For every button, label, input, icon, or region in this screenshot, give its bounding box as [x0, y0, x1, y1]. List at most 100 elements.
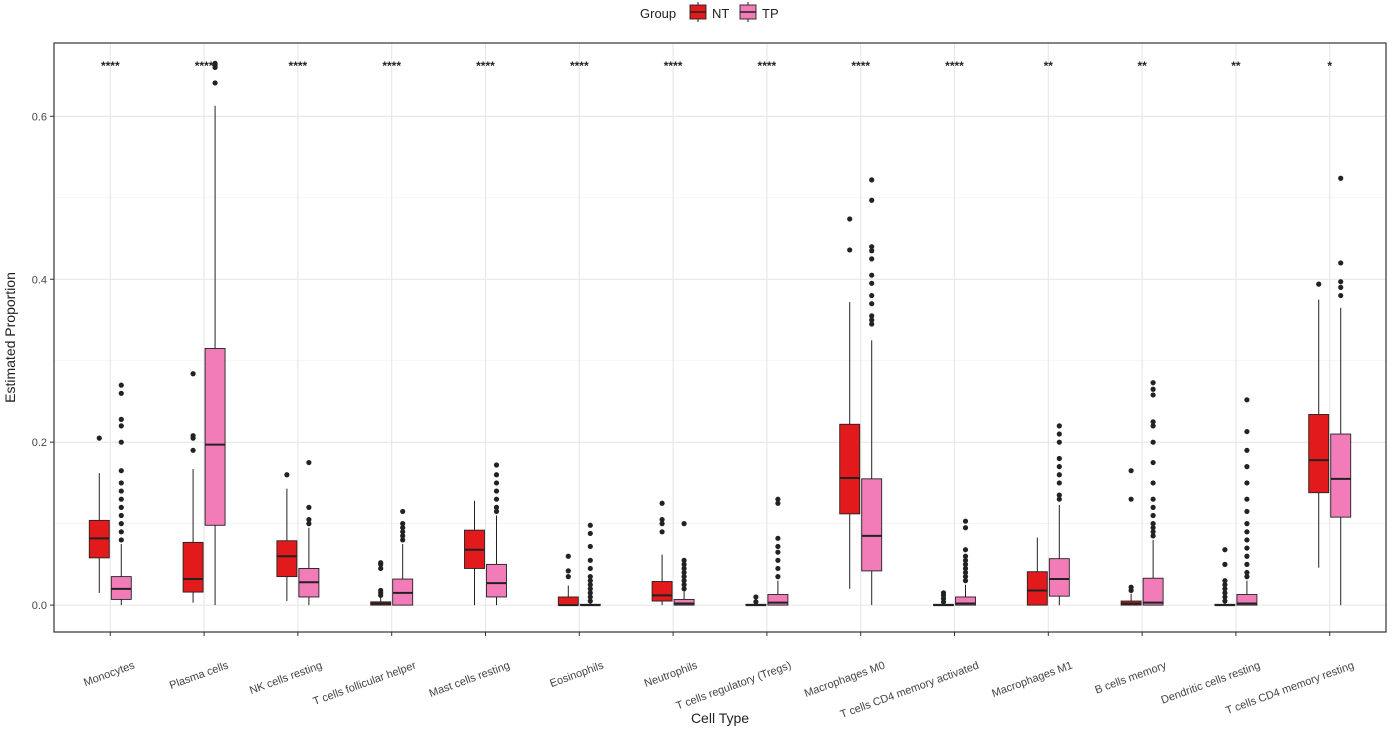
outlier-point [1150, 459, 1156, 466]
significance-label: **** [570, 59, 589, 73]
outlier-point [1222, 598, 1228, 604]
outlier-point [118, 390, 124, 396]
outlier-point [1244, 545, 1250, 551]
outlier-point [1150, 423, 1156, 429]
box-iqr [1048, 558, 1070, 597]
outlier-point [1056, 455, 1062, 462]
significance-label: * [1327, 59, 1332, 73]
outlier-point [190, 447, 196, 453]
box-iqr [767, 594, 789, 606]
x-tick-label: Plasma cells [168, 659, 231, 692]
outlier-point [847, 247, 853, 253]
outlier-point [681, 574, 687, 580]
outlier-point [118, 480, 124, 486]
outlier-point [962, 565, 969, 572]
box-tp [579, 522, 601, 607]
outlier-point [753, 594, 759, 600]
outlier-point [962, 547, 969, 553]
outlier-point [118, 512, 124, 519]
outlier-point [1244, 529, 1250, 535]
outlier-point [681, 578, 687, 584]
box-nt [1026, 537, 1048, 606]
outlier-point [118, 416, 124, 422]
box-iqr [1330, 433, 1352, 518]
outlier-point [565, 553, 571, 559]
outlier-point [306, 504, 312, 510]
outlier-point [869, 197, 875, 203]
outlier-point [1222, 578, 1228, 584]
outlier-point [1244, 574, 1250, 580]
significance-label: **** [382, 59, 401, 73]
outlier-point [869, 248, 875, 254]
box-nt [370, 560, 392, 606]
x-tick-label: Eosinophils [548, 659, 605, 690]
outlier-point [587, 543, 593, 550]
significance-label: **** [851, 59, 870, 73]
box-nt [557, 553, 579, 607]
outlier-point [775, 574, 781, 580]
outlier-point [493, 480, 500, 486]
outlier-point [1150, 386, 1156, 392]
outlier-point [400, 521, 406, 527]
box-iqr [182, 541, 204, 593]
outlier-point [681, 561, 687, 567]
outlier-point [190, 371, 196, 377]
outlier-point [565, 568, 571, 574]
outlier-point [1128, 468, 1134, 474]
outlier-point [118, 496, 124, 502]
outlier-point [869, 313, 875, 319]
legend-entries: NT TP [689, 2, 779, 22]
outlier-point [962, 561, 969, 567]
x-tick-label: Neutrophils [643, 659, 700, 689]
outlier-point [869, 301, 875, 307]
outlier-point [1338, 292, 1344, 299]
outlier-point [1222, 582, 1228, 588]
legend-item-nt: NT [689, 2, 729, 22]
y-axis-ticks: 0.0 0.2 0.4 0.6 [32, 111, 54, 612]
outlier-point [1150, 529, 1156, 535]
outlier-point [118, 529, 124, 535]
outlier-point [1244, 447, 1250, 453]
y-tick-label: 0.2 [32, 437, 47, 449]
outlier-point [775, 496, 781, 502]
box-nt [1308, 281, 1330, 568]
significance-label: **** [101, 59, 120, 73]
outlier-point [118, 537, 124, 543]
legend-label: TP [762, 6, 779, 21]
gridlines [54, 43, 1386, 632]
y-tick-label: 0.4 [32, 274, 47, 286]
box-iqr [673, 598, 695, 606]
outlier-point [587, 522, 593, 528]
panel-border [53, 42, 1387, 633]
outlier-point [940, 590, 947, 596]
box-nt [464, 500, 485, 606]
outlier-point [587, 557, 593, 563]
box-tp [673, 521, 695, 606]
outlier-point [1338, 279, 1344, 285]
outlier-point [587, 594, 593, 600]
outlier-point [1244, 496, 1250, 502]
significance-label: **** [289, 59, 308, 73]
outlier-point [1244, 537, 1250, 543]
outlier-point [962, 518, 969, 524]
box-iqr [861, 478, 883, 572]
outlier-point [1056, 472, 1062, 478]
outlier-point [1244, 521, 1250, 527]
box-nt [182, 371, 204, 603]
outlier-point [775, 543, 781, 550]
outlier-point [962, 574, 969, 580]
outlier-point [775, 549, 781, 555]
box-iqr [1142, 577, 1164, 606]
outlier-point [493, 508, 500, 515]
box-nt [276, 472, 298, 602]
box-tp [110, 382, 132, 606]
significance-label: **** [664, 59, 683, 73]
outlier-point [659, 500, 665, 506]
box-tp [298, 459, 320, 606]
significance-label: ** [1137, 59, 1147, 73]
outlier-point [659, 516, 665, 523]
outlier-point [118, 382, 124, 388]
outlier-point [1056, 431, 1062, 437]
box-iqr [486, 563, 507, 598]
